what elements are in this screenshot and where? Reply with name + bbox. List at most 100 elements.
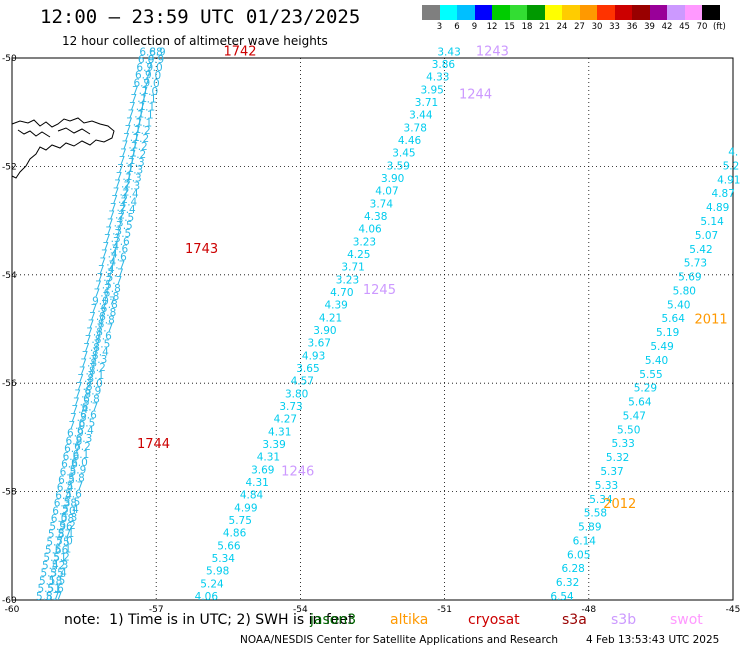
wave-height-point: 7.8 (101, 299, 118, 311)
x-tick-label: -51 (437, 605, 452, 615)
wave-height-point: 5.40 (645, 355, 668, 367)
wave-height-point: 3.67 (308, 338, 331, 350)
wave-height-point: 7.6 (113, 236, 130, 248)
wave-height-point: 6.8 (66, 435, 83, 447)
wave-height-point: 3.65 (296, 363, 319, 375)
wave-height-point: 6.9 (85, 386, 102, 398)
wave-height-point: 5.4 (62, 504, 79, 516)
wave-height-point: 7.5 (97, 272, 114, 284)
wave-height-point: 5.42 (689, 244, 712, 256)
wave-height-point: 7.1 (116, 171, 133, 183)
wave-height-point: 7.0 (86, 378, 103, 390)
wave-height-point: 4.84 (240, 490, 264, 502)
wave-height-point: 4.93 (302, 350, 325, 362)
wave-height-point: 5.14 (700, 216, 724, 228)
wave-height-point: 7.1 (120, 147, 137, 159)
color-scale-swatch (702, 5, 720, 20)
wave-height-point: 6.9 (147, 54, 164, 66)
wave-height-point: 6.38 (54, 498, 77, 510)
wave-height-point: 6.2 (74, 441, 91, 453)
track-label: 1742 (223, 44, 256, 59)
wave-height-point: 5.8 (68, 473, 85, 485)
x-tick-label: -57 (149, 605, 164, 615)
wave-height-point: 4.06 (195, 591, 219, 603)
wave-height-point: 7.2 (114, 179, 131, 191)
wave-height-point: 7.4 (102, 241, 119, 253)
wave-height-point: 7.0 (69, 420, 86, 432)
wave-height-point: 7.2 (89, 362, 106, 374)
color-scale-tick-label: 42 (661, 22, 673, 32)
wave-height-point: 4.38 (364, 211, 387, 223)
wave-height-point: 7.8 (82, 350, 99, 362)
credit-line: NOAA/NESDIS Center for Satellite Applica… (240, 634, 558, 646)
wave-height-point: 3.59 (387, 160, 410, 172)
wave-height-point: 3.39 (262, 439, 285, 451)
y-tick-label: -58 (2, 488, 17, 498)
wave-height-point: 5.64 (662, 313, 686, 325)
wave-height-point: 7.7 (107, 267, 124, 279)
wave-height-point: 4.89 (706, 202, 729, 214)
wave-height-point: 4.27 (274, 414, 297, 426)
wave-height-point: 6.88 (139, 46, 162, 58)
track-label: 1246 (281, 464, 314, 479)
wave-height-point: 7.1 (136, 117, 153, 129)
wave-height-point: 6.6 (63, 451, 80, 463)
wave-height-point: 7.1 (88, 370, 105, 382)
wave-height-point: 7.3 (107, 217, 124, 229)
plot-frame (11, 57, 734, 601)
wave-height-point: 5.33 (595, 480, 618, 492)
legend-item-s3b: s3b (611, 612, 637, 628)
wave-height-point: 6.6 (61, 459, 78, 471)
wave-height-point: 6.5 (79, 417, 96, 429)
wave-height-point: 7.7 (97, 323, 114, 335)
wave-height-point: 4.31 (245, 477, 268, 489)
wave-height-point: 6.6 (80, 409, 97, 421)
wave-height-point: 7.2 (133, 133, 150, 145)
wave-height-point: 7.4 (92, 346, 109, 358)
wave-height-point: 5.89 (578, 522, 601, 534)
wave-height-point: 7.6 (94, 288, 111, 300)
y-tick-label: -50 (2, 54, 17, 64)
legend-item-s3a: s3a (562, 612, 587, 628)
wave-height-point: 7.8 (85, 334, 102, 346)
x-tick-label: -60 (5, 605, 20, 615)
wave-height-point: 7.1 (122, 140, 139, 152)
color-scale-tick-label: 45 (679, 22, 690, 32)
color-scale-tick-label: 27 (574, 22, 585, 32)
wave-height-point: 3.23 (336, 274, 359, 286)
color-scale-swatch (614, 5, 632, 20)
wave-height-point: 5.75 (229, 515, 252, 527)
legend-item-altika: altika (390, 612, 429, 628)
wave-height-point: 6.0 (71, 457, 88, 469)
wave-height-point: 5.2 (53, 552, 70, 564)
wave-height-point: 5.75 (46, 537, 69, 549)
wave-height-point: 3.71 (341, 262, 364, 274)
track-label: 1744 (137, 437, 170, 452)
wave-height-point: 4.31 (257, 452, 280, 464)
wave-height-point: 6.9 (133, 77, 150, 89)
wave-height-point: 6.3 (76, 433, 93, 445)
wave-height-point: 7.6 (95, 330, 112, 342)
wave-height-point: 5.29 (634, 383, 657, 395)
wave-height-point: 7.7 (109, 259, 126, 271)
footer-note: note: 1) Time is in UTC; 2) SWH is in fe… (64, 612, 354, 628)
wave-height-point: 3.74 (370, 198, 394, 210)
color-scale-tick-label: 39 (644, 22, 655, 32)
color-scale-bar (422, 5, 720, 21)
color-scale-tick-label: 9 (471, 22, 478, 32)
wave-height-point: 3.86 (432, 59, 456, 71)
wave-height-point: 7.8 (98, 315, 115, 327)
wave-height-point: 7.5 (94, 338, 111, 350)
color-scale-swatch (632, 5, 650, 20)
wave-height-point: 3.73 (279, 401, 302, 413)
wave-height-point: 7.0 (144, 70, 161, 82)
wave-height-point: 5.58 (584, 508, 607, 520)
color-scale-tick-label: 18 (521, 22, 533, 32)
wave-height-point: 7.1 (123, 132, 140, 144)
wave-height-point: 5.2 (723, 160, 740, 172)
wave-height-point: 6.08 (51, 513, 74, 525)
wave-height-point: 7.3 (124, 180, 141, 192)
wave-height-point: 5.51 (38, 583, 61, 595)
wave-height-point: 5.47 (623, 410, 646, 422)
